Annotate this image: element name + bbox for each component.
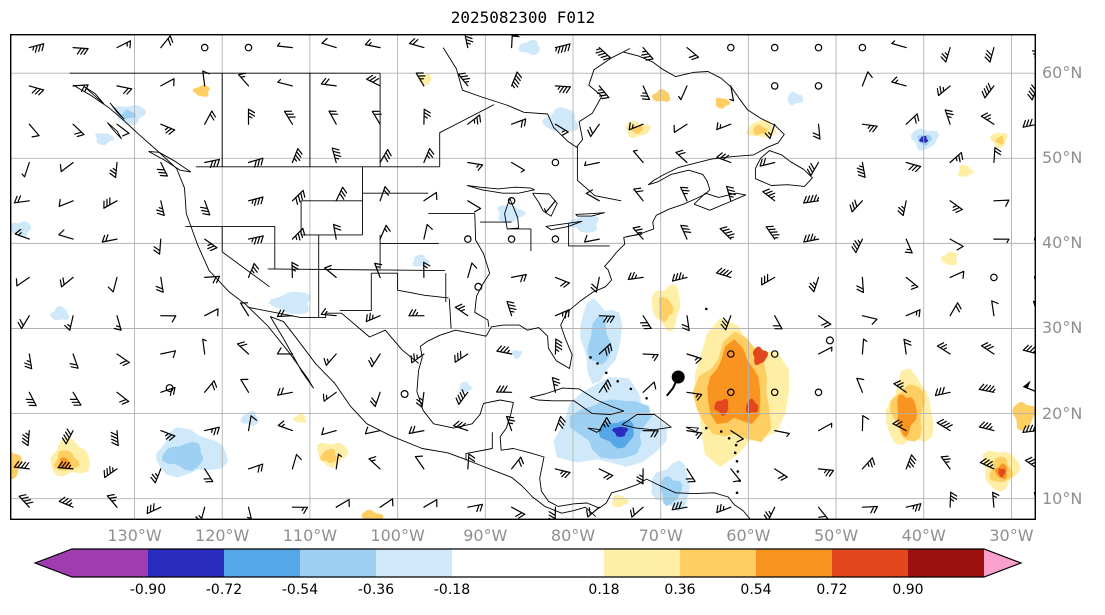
- colorbar-segment: [72, 549, 148, 577]
- lon-tick-label: 80°W: [550, 526, 596, 545]
- colorbar-tick-label: 0.36: [664, 582, 696, 598]
- storm-marker: [671, 370, 685, 384]
- map-canvas: [10, 34, 1036, 520]
- lon-tick-label: 110°W: [282, 526, 338, 545]
- calm-wind-circle: [825, 336, 834, 345]
- colorbar-segment: [452, 549, 604, 577]
- colorbar-segment: [908, 549, 984, 577]
- colorbar-tick-label: -0.54: [281, 582, 319, 598]
- lat-tick-label: 50°N: [1042, 148, 1083, 168]
- wind-barbs: [13, 34, 1036, 520]
- colorbar-segment: [756, 549, 832, 577]
- lon-tick-label: 40°W: [901, 526, 946, 545]
- lon-tick-label: 90°W: [463, 526, 508, 545]
- colorbar-segment: [376, 549, 452, 577]
- colorbar-tick-label: -0.90: [129, 582, 167, 598]
- colorbar-segment: [224, 549, 300, 577]
- lat-tick-label: 30°N: [1042, 318, 1083, 338]
- chart-title: 2025082300 F012: [450, 8, 596, 27]
- coastlines: [69, 47, 813, 520]
- markers: [165, 282, 834, 399]
- colorbar-tick-label: -0.36: [357, 582, 395, 598]
- lon-tick-label: 130°W: [107, 526, 162, 545]
- lat-tick-label: 60°N: [1042, 63, 1083, 83]
- calm-wind-circle: [165, 384, 174, 393]
- colorbar: [33, 548, 1023, 578]
- colorbar-segment: [148, 549, 224, 577]
- lon-tick-label: 100°W: [370, 526, 425, 545]
- calm-wind-circle: [474, 282, 483, 291]
- colorbar-segment: [832, 549, 908, 577]
- lat-tick-label: 40°N: [1042, 233, 1083, 253]
- colorbar-segment: [680, 549, 756, 577]
- lat-tick-label: 10°N: [1042, 488, 1083, 508]
- colorbar-segment: [300, 549, 376, 577]
- calm-wind-circle: [400, 390, 409, 399]
- lon-tick-label: 60°W: [726, 526, 771, 545]
- lon-tick-label: 30°W: [989, 526, 1034, 545]
- lat-tick-label: 20°N: [1042, 403, 1083, 423]
- colorbar-tick-label: -0.72: [205, 582, 243, 598]
- colorbar-under-arrow: [35, 549, 72, 577]
- colorbar-outline: [33, 548, 1023, 578]
- colorbar-tick-label: 0.90: [892, 582, 924, 598]
- colorbar-over-arrow: [984, 549, 1021, 577]
- colorbar-tick-label: -0.18: [433, 582, 471, 598]
- lon-tick-label: 120°W: [195, 526, 250, 545]
- lon-tick-label: 50°W: [813, 526, 859, 545]
- anomaly-shading: [10, 39, 1036, 520]
- lon-tick-label: 70°W: [638, 526, 683, 545]
- colorbar-tick-label: 0.72: [816, 582, 848, 598]
- colorbar-tick-label: 0.54: [740, 582, 772, 598]
- map-frame: [10, 34, 1036, 520]
- colorbar-segment: [604, 549, 680, 577]
- colorbar-tick-label: 0.18: [588, 582, 620, 598]
